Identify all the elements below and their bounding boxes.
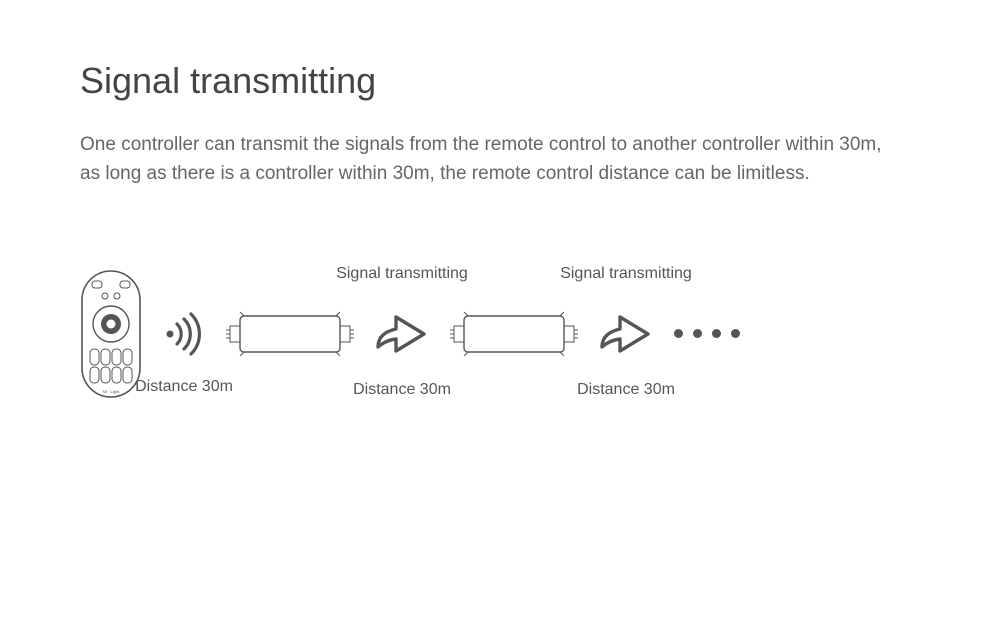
wireless-signal-icon: Distance 30m (160, 310, 208, 358)
distance-label: Distance 30m (577, 381, 675, 399)
remote-control-icon: Mi · Light (80, 269, 142, 399)
svg-text:Mi · Light: Mi · Light (103, 389, 120, 394)
forward-arrow-icon: Signal transmitting Distance 30m (596, 307, 656, 361)
controller-icon (450, 306, 578, 362)
ellipsis-icon (674, 329, 740, 338)
distance-label: Distance 30m (353, 381, 451, 399)
signal-label: Signal transmitting (560, 265, 692, 283)
description-text: One controller can transmit the signals … (80, 130, 900, 189)
page-title: Signal transmitting (80, 60, 920, 102)
controller-icon (226, 306, 354, 362)
signal-diagram: Mi · Light Distance 30m (80, 269, 920, 399)
forward-arrow-icon: Signal transmitting Distance 30m (372, 307, 432, 361)
distance-label: Distance 30m (135, 378, 233, 396)
signal-label: Signal transmitting (336, 265, 468, 283)
